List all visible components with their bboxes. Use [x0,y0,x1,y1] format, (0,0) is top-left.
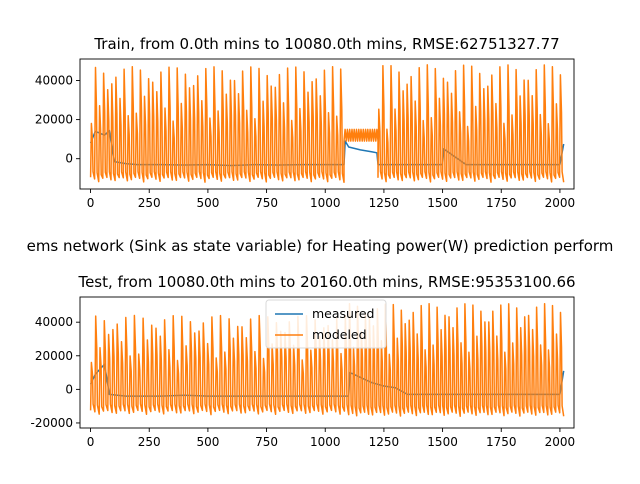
x-tick-label: 1500 [427,435,458,449]
y-tick-label: 40000 [35,74,73,88]
test-axes-frame [79,296,575,429]
test-subplot: Test, from 10080.0th mins to 20160.0th m… [30,273,575,449]
x-tick-label: 500 [196,196,219,210]
legend-label-modeled: modeled [312,327,367,342]
x-tick-label: 2000 [545,196,576,210]
x-tick-label: 250 [138,435,161,449]
legend-box [265,299,387,349]
x-tick-label: 0 [87,435,95,449]
x-tick-label: 1000 [310,196,341,210]
x-tick-label: 1750 [486,196,517,210]
x-tick-label: 1500 [427,196,458,210]
y-tick-label: 0 [65,382,73,396]
y-tick-label: 0 [65,152,73,166]
legend: measured modeled [265,299,387,349]
x-tick-label: 1250 [369,196,400,210]
x-tick-label: 1000 [310,435,341,449]
x-tick-label: 1250 [369,435,400,449]
train-subplot: Train, from 0.0th mins to 10080.0th mins… [35,35,575,210]
x-tick-label: 0 [87,196,95,210]
x-tick-label: 500 [196,435,219,449]
train-axes-frame [79,58,575,190]
figure-suptitle: ems network (Sink as state variable) for… [27,237,614,255]
x-tick-label: 2000 [545,435,576,449]
legend-label-measured: measured [312,306,374,321]
x-tick-label: 750 [255,435,278,449]
x-tick-label: 750 [255,196,278,210]
y-tick-label: 40000 [35,315,73,329]
series-line-modeled [89,64,565,183]
y-tick-label: -20000 [30,416,73,430]
y-tick-label: 20000 [35,113,73,127]
x-tick-label: 1750 [486,435,517,449]
train-title: Train, from 0.0th mins to 10080.0th mins… [93,35,559,53]
x-tick-label: 250 [138,196,161,210]
series-line-modeled [89,302,565,417]
test-title: Test, from 10080.0th mins to 20160.0th m… [77,273,575,291]
y-tick-label: 20000 [35,349,73,363]
